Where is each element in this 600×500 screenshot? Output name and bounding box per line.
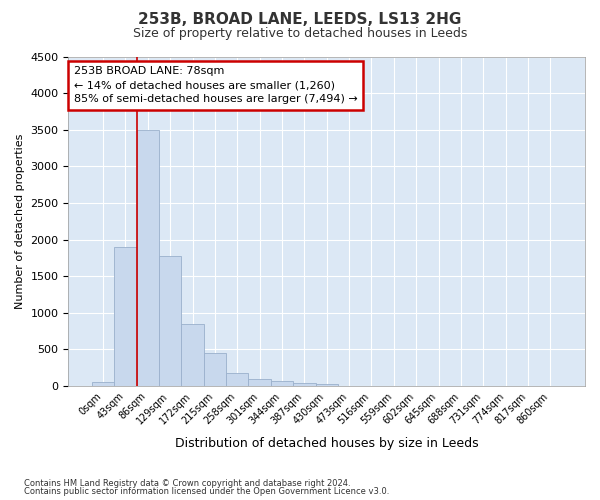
X-axis label: Distribution of detached houses by size in Leeds: Distribution of detached houses by size … [175, 437, 479, 450]
Bar [293, 383, 316, 386]
Bar [226, 373, 248, 386]
Bar [114, 247, 137, 386]
Bar [204, 353, 226, 386]
Text: 253B, BROAD LANE, LEEDS, LS13 2HG: 253B, BROAD LANE, LEEDS, LS13 2HG [139, 12, 461, 28]
Bar [316, 384, 338, 386]
Text: Contains HM Land Registry data © Crown copyright and database right 2024.: Contains HM Land Registry data © Crown c… [24, 478, 350, 488]
Bar [159, 256, 181, 386]
Bar [271, 381, 293, 386]
Text: Contains public sector information licensed under the Open Government Licence v3: Contains public sector information licen… [24, 487, 389, 496]
Bar [248, 379, 271, 386]
Text: Size of property relative to detached houses in Leeds: Size of property relative to detached ho… [133, 28, 467, 40]
Text: 253B BROAD LANE: 78sqm
← 14% of detached houses are smaller (1,260)
85% of semi-: 253B BROAD LANE: 78sqm ← 14% of detached… [74, 66, 358, 104]
Bar [181, 324, 204, 386]
Bar [92, 382, 114, 386]
Bar [137, 130, 159, 386]
Y-axis label: Number of detached properties: Number of detached properties [15, 134, 25, 309]
